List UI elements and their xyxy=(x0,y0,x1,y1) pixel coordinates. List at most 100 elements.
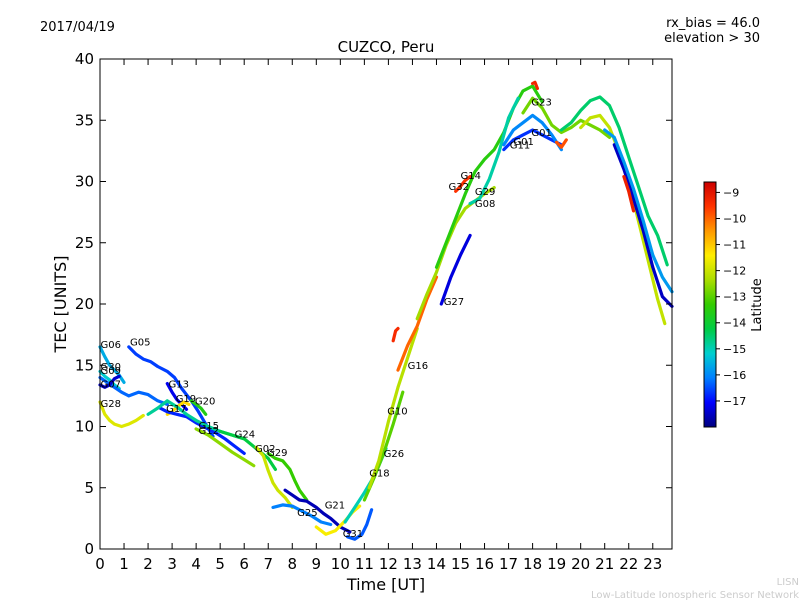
x-tick-label: 16 xyxy=(475,555,494,573)
x-tick-label: 6 xyxy=(239,555,249,573)
x-tick-label: 11 xyxy=(355,555,374,573)
x-axis: 0 1 2 3 4 5 6 7 8 9 10 11 12 13 14 15 16 17 18 19 20 21 22 23 xyxy=(95,59,662,573)
chart-title: CUZCO, Peru xyxy=(338,38,435,56)
y-axis: 0 5 10 15 20 25 30 35 40 xyxy=(75,50,672,558)
x-tick-label: 19 xyxy=(547,555,566,573)
elevation-label: elevation > 30 xyxy=(664,31,760,46)
series-G17 xyxy=(158,406,246,455)
date-label: 2017/04/19 xyxy=(40,20,115,35)
sat-label: G05 xyxy=(130,338,150,349)
sat-label: G10 xyxy=(387,406,407,417)
sat-label: G16 xyxy=(408,361,428,372)
sat-label: G09 xyxy=(101,366,121,377)
x-tick-label: 17 xyxy=(499,555,518,573)
sat-label: G27 xyxy=(444,297,464,308)
sat-label: G02 xyxy=(255,444,275,455)
series-G28 xyxy=(98,400,145,429)
series-G05 xyxy=(127,345,215,438)
sat-label: G14 xyxy=(461,171,481,182)
series-G04 xyxy=(579,113,667,326)
x-tick-label: 2 xyxy=(143,555,153,573)
series-G11 xyxy=(502,113,563,152)
colorbar-tick-label: −15 xyxy=(723,343,746,356)
x-tick-label: 15 xyxy=(451,555,470,573)
x-tick-label: 5 xyxy=(215,555,225,573)
sat-label: G21 xyxy=(325,501,345,512)
series-G23 xyxy=(521,96,612,139)
sat-label: G15 xyxy=(199,421,219,432)
series-G31 xyxy=(345,508,374,541)
series-G16 xyxy=(396,275,439,372)
series-G22 xyxy=(283,488,352,534)
colorbar-tick-label: −9 xyxy=(723,186,739,199)
y-tick-label: 25 xyxy=(75,234,94,252)
sat-label: G12 xyxy=(199,426,219,437)
series-G14 xyxy=(434,84,544,269)
sat-label: G01 xyxy=(531,128,551,139)
x-tick-label: 9 xyxy=(312,555,322,573)
sat-label: G18 xyxy=(369,469,389,480)
series-G10 xyxy=(367,326,419,490)
x-tick-label: 1 xyxy=(119,555,129,573)
sat-label: G19 xyxy=(176,394,196,405)
series-G29 xyxy=(266,451,309,502)
y-tick-label: 20 xyxy=(75,295,94,313)
series-G02 xyxy=(254,445,294,509)
sat-label: G01 xyxy=(513,137,533,148)
x-tick-label: 23 xyxy=(643,555,662,573)
colorbar-ticks: −9 −10 −11 −12 −13 −14 −15 −16 −17 xyxy=(716,186,746,408)
x-axis-label: Time [UT] xyxy=(346,575,425,594)
series-G25 xyxy=(271,503,333,527)
series-G03 xyxy=(559,95,669,267)
colorbar-tick-label: −13 xyxy=(723,291,746,304)
sat-label: G06 xyxy=(101,340,121,351)
y-tick-label: 30 xyxy=(75,173,94,191)
x-tick-label: 4 xyxy=(191,555,201,573)
series-G27 xyxy=(439,233,472,306)
colorbar xyxy=(703,181,717,428)
x-tick-label: 18 xyxy=(523,555,542,573)
sat-label: G17 xyxy=(166,404,186,415)
y-tick-label: 0 xyxy=(84,540,94,558)
series-G30 xyxy=(98,369,121,391)
sat-label: G07 xyxy=(101,379,121,390)
sat-label: G32 xyxy=(449,182,469,193)
series-G09b xyxy=(603,128,674,294)
x-tick-label: 20 xyxy=(571,555,590,573)
x-tick-label: 12 xyxy=(379,555,398,573)
series-G07b xyxy=(612,143,674,308)
series-G01 xyxy=(502,128,563,152)
y-tick-label: 40 xyxy=(75,50,94,68)
colorbar-label: Latitude xyxy=(750,278,765,332)
x-tick-label: 13 xyxy=(403,555,422,573)
x-tick-label: 7 xyxy=(263,555,273,573)
sat-label: G24 xyxy=(235,430,255,441)
footer-org-short: LISN xyxy=(777,577,799,588)
x-tick-label: 14 xyxy=(427,555,446,573)
sat-label: G20 xyxy=(195,396,215,407)
sat-label: G23 xyxy=(531,98,551,109)
series-G29b xyxy=(454,175,472,193)
sat-label: G26 xyxy=(384,449,404,460)
sat-label: G31 xyxy=(343,529,363,540)
y-axis-label: TEC [UNITS] xyxy=(51,256,70,354)
colorbar-tick-label: −12 xyxy=(723,265,746,278)
x-tick-label: 3 xyxy=(167,555,177,573)
series-G05b xyxy=(555,138,568,149)
rx-bias-label: rx_bias = 46.0 xyxy=(666,16,760,31)
sat-label: G13 xyxy=(169,379,189,390)
sat-label: G28 xyxy=(101,399,121,410)
colorbar-tick-label: −14 xyxy=(723,317,746,330)
x-tick-label: 22 xyxy=(619,555,638,573)
series-G30b xyxy=(622,175,636,213)
sat-label: G29 xyxy=(475,187,495,198)
x-tick-label: 0 xyxy=(95,555,105,573)
y-tick-label: 15 xyxy=(75,356,94,374)
sat-label: G25 xyxy=(297,508,317,519)
colorbar-tick-label: −16 xyxy=(723,369,746,382)
series-G24 xyxy=(218,429,277,471)
y-tick-label: 10 xyxy=(75,418,94,436)
x-tick-label: 8 xyxy=(287,555,297,573)
